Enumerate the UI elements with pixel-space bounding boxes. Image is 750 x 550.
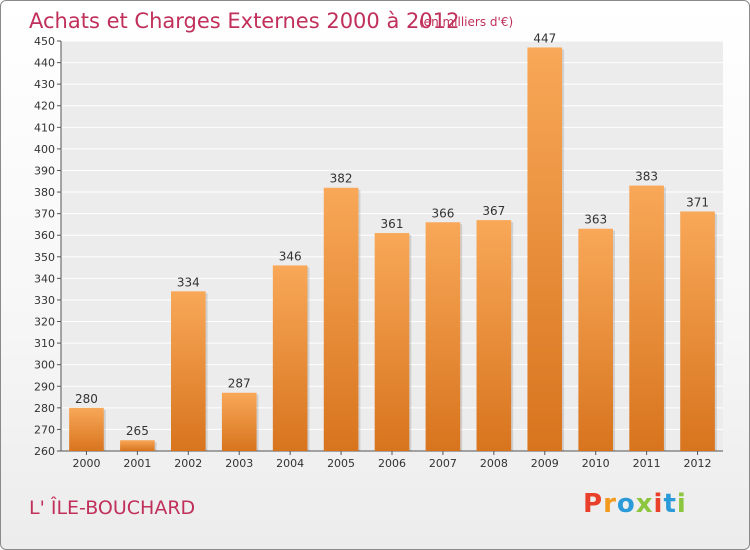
x-tick-label: 2005 bbox=[327, 457, 355, 470]
logo-letter: o bbox=[616, 489, 636, 519]
chart-title: Achats et Charges Externes 2000 à 2012 bbox=[29, 9, 460, 33]
x-tick-label: 2003 bbox=[225, 457, 253, 470]
y-tick-label: 330 bbox=[34, 294, 55, 307]
y-tick-label: 390 bbox=[34, 164, 55, 177]
bar bbox=[323, 187, 359, 451]
x-tick-label: 2011 bbox=[633, 457, 661, 470]
y-tick-label: 450 bbox=[34, 35, 55, 48]
bar-value-label: 363 bbox=[584, 213, 607, 227]
y-tick-label: 430 bbox=[34, 78, 55, 91]
bar-value-label: 334 bbox=[177, 275, 200, 289]
logo-letter: i bbox=[676, 489, 687, 519]
logo-letter: P bbox=[583, 489, 604, 519]
bar-value-label: 383 bbox=[635, 170, 658, 184]
x-tick-label: 2008 bbox=[480, 457, 508, 470]
x-tick-label: 2009 bbox=[531, 457, 559, 470]
bar bbox=[120, 440, 155, 451]
y-tick-label: 270 bbox=[34, 423, 55, 436]
town-name: L' ÎLE-BOUCHARD bbox=[29, 497, 196, 519]
logo-letter: i bbox=[653, 489, 664, 519]
y-tick-label: 410 bbox=[34, 121, 55, 134]
bar bbox=[476, 220, 512, 451]
logo-letter: r bbox=[603, 489, 617, 519]
x-tick-label: 2007 bbox=[429, 457, 457, 470]
bar bbox=[680, 211, 715, 451]
bar bbox=[425, 222, 461, 451]
bar-value-label: 265 bbox=[126, 424, 149, 438]
y-tick-label: 320 bbox=[34, 316, 55, 329]
chart-subtitle: (en milliers d'€) bbox=[419, 15, 514, 29]
y-tick-label: 380 bbox=[34, 186, 55, 199]
bar bbox=[69, 407, 104, 451]
y-tick-label: 300 bbox=[34, 359, 55, 372]
bar-value-label: 371 bbox=[686, 195, 709, 209]
bar bbox=[629, 185, 664, 451]
y-tick-label: 340 bbox=[34, 272, 55, 285]
bar-value-label: 367 bbox=[482, 204, 505, 218]
proxiti-logo: Proxiti bbox=[583, 489, 687, 519]
y-tick-label: 260 bbox=[34, 445, 55, 458]
y-tick-label: 360 bbox=[34, 229, 55, 242]
y-tick-label: 290 bbox=[34, 380, 55, 393]
y-tick-label: 310 bbox=[34, 337, 55, 350]
bar-value-label: 346 bbox=[279, 249, 302, 263]
x-tick-label: 2010 bbox=[582, 457, 610, 470]
bar bbox=[374, 233, 410, 451]
bar bbox=[272, 265, 308, 451]
bar-value-label: 287 bbox=[228, 377, 251, 391]
x-tick-label: 2002 bbox=[174, 457, 202, 470]
x-tick-label: 2012 bbox=[684, 457, 712, 470]
bar bbox=[170, 291, 206, 451]
y-tick-label: 280 bbox=[34, 402, 55, 415]
bar-value-label: 361 bbox=[381, 217, 404, 231]
y-tick-label: 400 bbox=[34, 143, 55, 156]
y-tick-label: 420 bbox=[34, 100, 55, 113]
x-tick-label: 2000 bbox=[72, 457, 100, 470]
bar-value-label: 366 bbox=[431, 206, 454, 220]
y-tick-label: 440 bbox=[34, 57, 55, 70]
x-tick-label: 2004 bbox=[276, 457, 304, 470]
bar bbox=[578, 228, 614, 451]
bar-value-label: 447 bbox=[533, 31, 556, 45]
bar-value-label: 280 bbox=[75, 392, 98, 406]
bar bbox=[527, 47, 563, 451]
y-tick-label: 370 bbox=[34, 208, 55, 221]
logo-letter: x bbox=[635, 489, 654, 519]
x-tick-label: 2006 bbox=[378, 457, 406, 470]
logo-letter: t bbox=[663, 489, 677, 519]
bar bbox=[221, 392, 257, 451]
y-tick-label: 350 bbox=[34, 251, 55, 264]
x-tick-label: 2001 bbox=[123, 457, 151, 470]
bar-value-label: 382 bbox=[330, 172, 353, 186]
